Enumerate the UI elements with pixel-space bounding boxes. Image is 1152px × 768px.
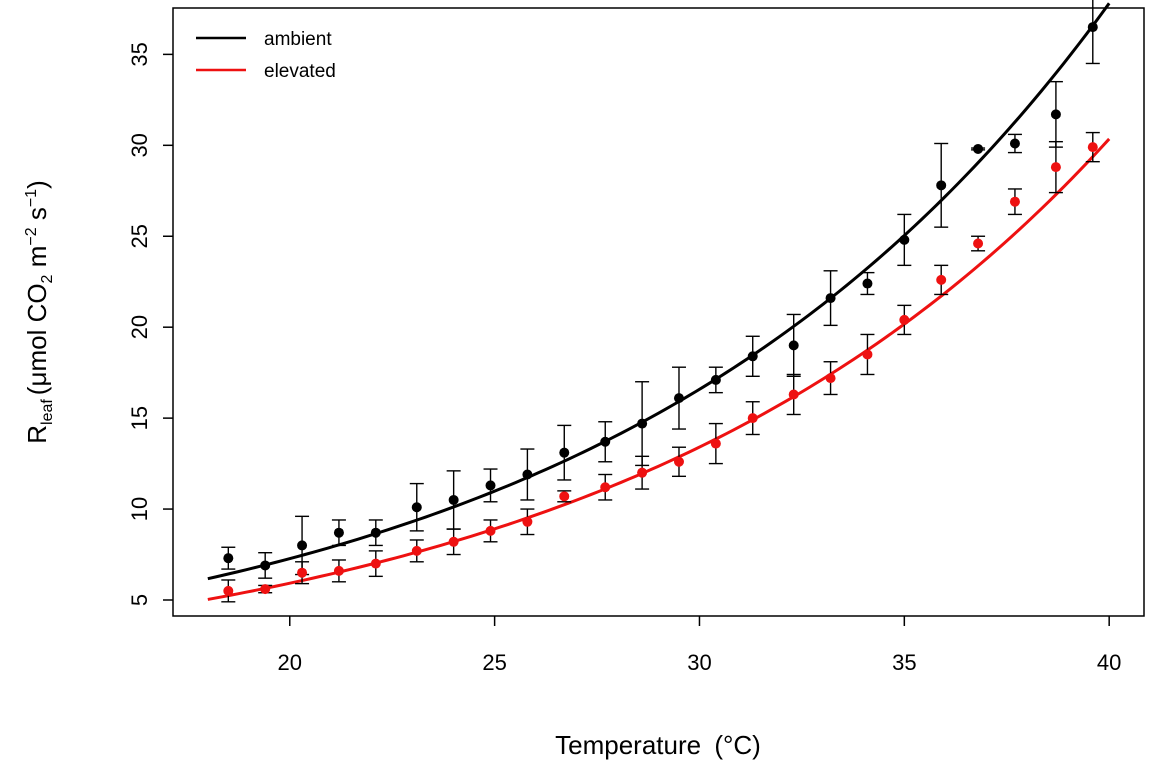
y-axis-title-units-open: (μmol CO [22,283,52,395]
x-axis-title-unit: (°C) [714,730,761,760]
data-point-elevated-20 [973,238,984,249]
data-point-elevated-9 [559,491,570,502]
data-point-elevated-10 [600,482,611,493]
data-point-elevated-18 [899,314,910,325]
data-point-ambient-11 [637,418,648,429]
data-point-elevated-21 [1009,196,1020,207]
y-axis-title-sub: leaf [39,399,56,425]
data-point-ambient-4 [370,527,381,538]
data-point-elevated-16 [825,373,836,384]
y-tick-label-20: 20 [127,315,152,339]
data-point-ambient-19 [936,180,947,191]
data-point-elevated-19 [936,274,947,285]
data-point-ambient-7 [485,480,496,491]
legend-label-elevated: elevated [264,61,336,82]
y-tick-label-35: 35 [127,42,152,66]
x-tick-label-30: 30 [687,650,711,675]
data-point-ambient-13 [710,374,721,385]
fit-curve-ambient [207,2,1111,581]
data-point-ambient-9 [559,447,570,458]
y-axis-title-s-sup: −1 [23,189,40,207]
legend: ambient elevated [196,29,336,82]
data-point-elevated-7 [485,525,496,536]
y-axis-title-m-sup: −2 [23,227,40,245]
data-point-elevated-4 [370,558,381,569]
data-point-ambient-0 [223,553,234,564]
plot-frame [172,7,1145,617]
y-axis-title-main: R [22,425,52,444]
data-point-elevated-0 [223,585,234,596]
series-ambient [207,0,1111,581]
data-point-ambient-14 [747,351,758,362]
data-point-ambient-2 [297,540,308,551]
data-point-ambient-20 [973,143,984,154]
y-axis-title-co2-sub: 2 [39,274,56,283]
y-axis-title-m: m [22,246,52,275]
data-point-elevated-13 [710,438,721,449]
x-axis: 20 25 30 35 40 [278,616,1121,675]
data-point-ambient-8 [522,469,533,480]
series-elevated [207,131,1111,603]
fit-curve-elevated [207,137,1111,601]
y-axis: 5 10 15 20 25 30 35 [127,42,173,606]
data-point-ambient-5 [411,502,422,513]
data-point-elevated-6 [448,536,459,547]
data-point-ambient-23 [1087,22,1098,33]
x-axis-title-text: Temperature [555,730,701,760]
y-tick-label-10: 10 [127,497,152,521]
data-point-ambient-22 [1050,109,1061,120]
data-point-ambient-3 [333,527,344,538]
data-point-ambient-12 [673,393,684,404]
y-tick-label-30: 30 [127,133,152,157]
data-point-ambient-21 [1009,138,1020,149]
data-point-elevated-3 [333,565,344,576]
data-point-elevated-5 [411,545,422,556]
data-point-elevated-2 [297,567,308,578]
y-tick-label-15: 15 [127,406,152,430]
data-point-elevated-22 [1050,162,1061,173]
data-point-ambient-6 [448,494,459,505]
data-point-ambient-15 [788,340,799,351]
data-point-ambient-16 [825,293,836,304]
data-point-elevated-14 [747,413,758,424]
data-point-elevated-8 [522,516,533,527]
series-layer [207,0,1111,603]
data-point-ambient-17 [862,278,873,289]
data-point-elevated-12 [673,456,684,467]
x-axis-title: Temperature (°C) [555,730,761,760]
x-tick-label-40: 40 [1097,650,1121,675]
legend-label-ambient: ambient [264,29,332,50]
y-tick-label-25: 25 [127,224,152,248]
x-tick-label-35: 35 [892,650,916,675]
y-axis-title-s: s [22,207,52,227]
y-tick-label-5: 5 [127,594,152,606]
data-point-elevated-17 [862,349,873,360]
y-axis-title: Rleaf (μmol CO2 m−2 s−1) [22,180,56,444]
data-point-elevated-11 [637,467,648,478]
data-point-elevated-15 [788,389,799,400]
data-point-elevated-1 [260,584,271,595]
y-axis-title-units-close: ) [22,180,52,189]
data-point-ambient-1 [260,560,271,571]
data-point-elevated-23 [1087,142,1098,153]
x-tick-label-20: 20 [278,650,302,675]
x-tick-label-25: 25 [482,650,506,675]
data-point-ambient-10 [600,436,611,447]
data-point-ambient-18 [899,234,910,245]
